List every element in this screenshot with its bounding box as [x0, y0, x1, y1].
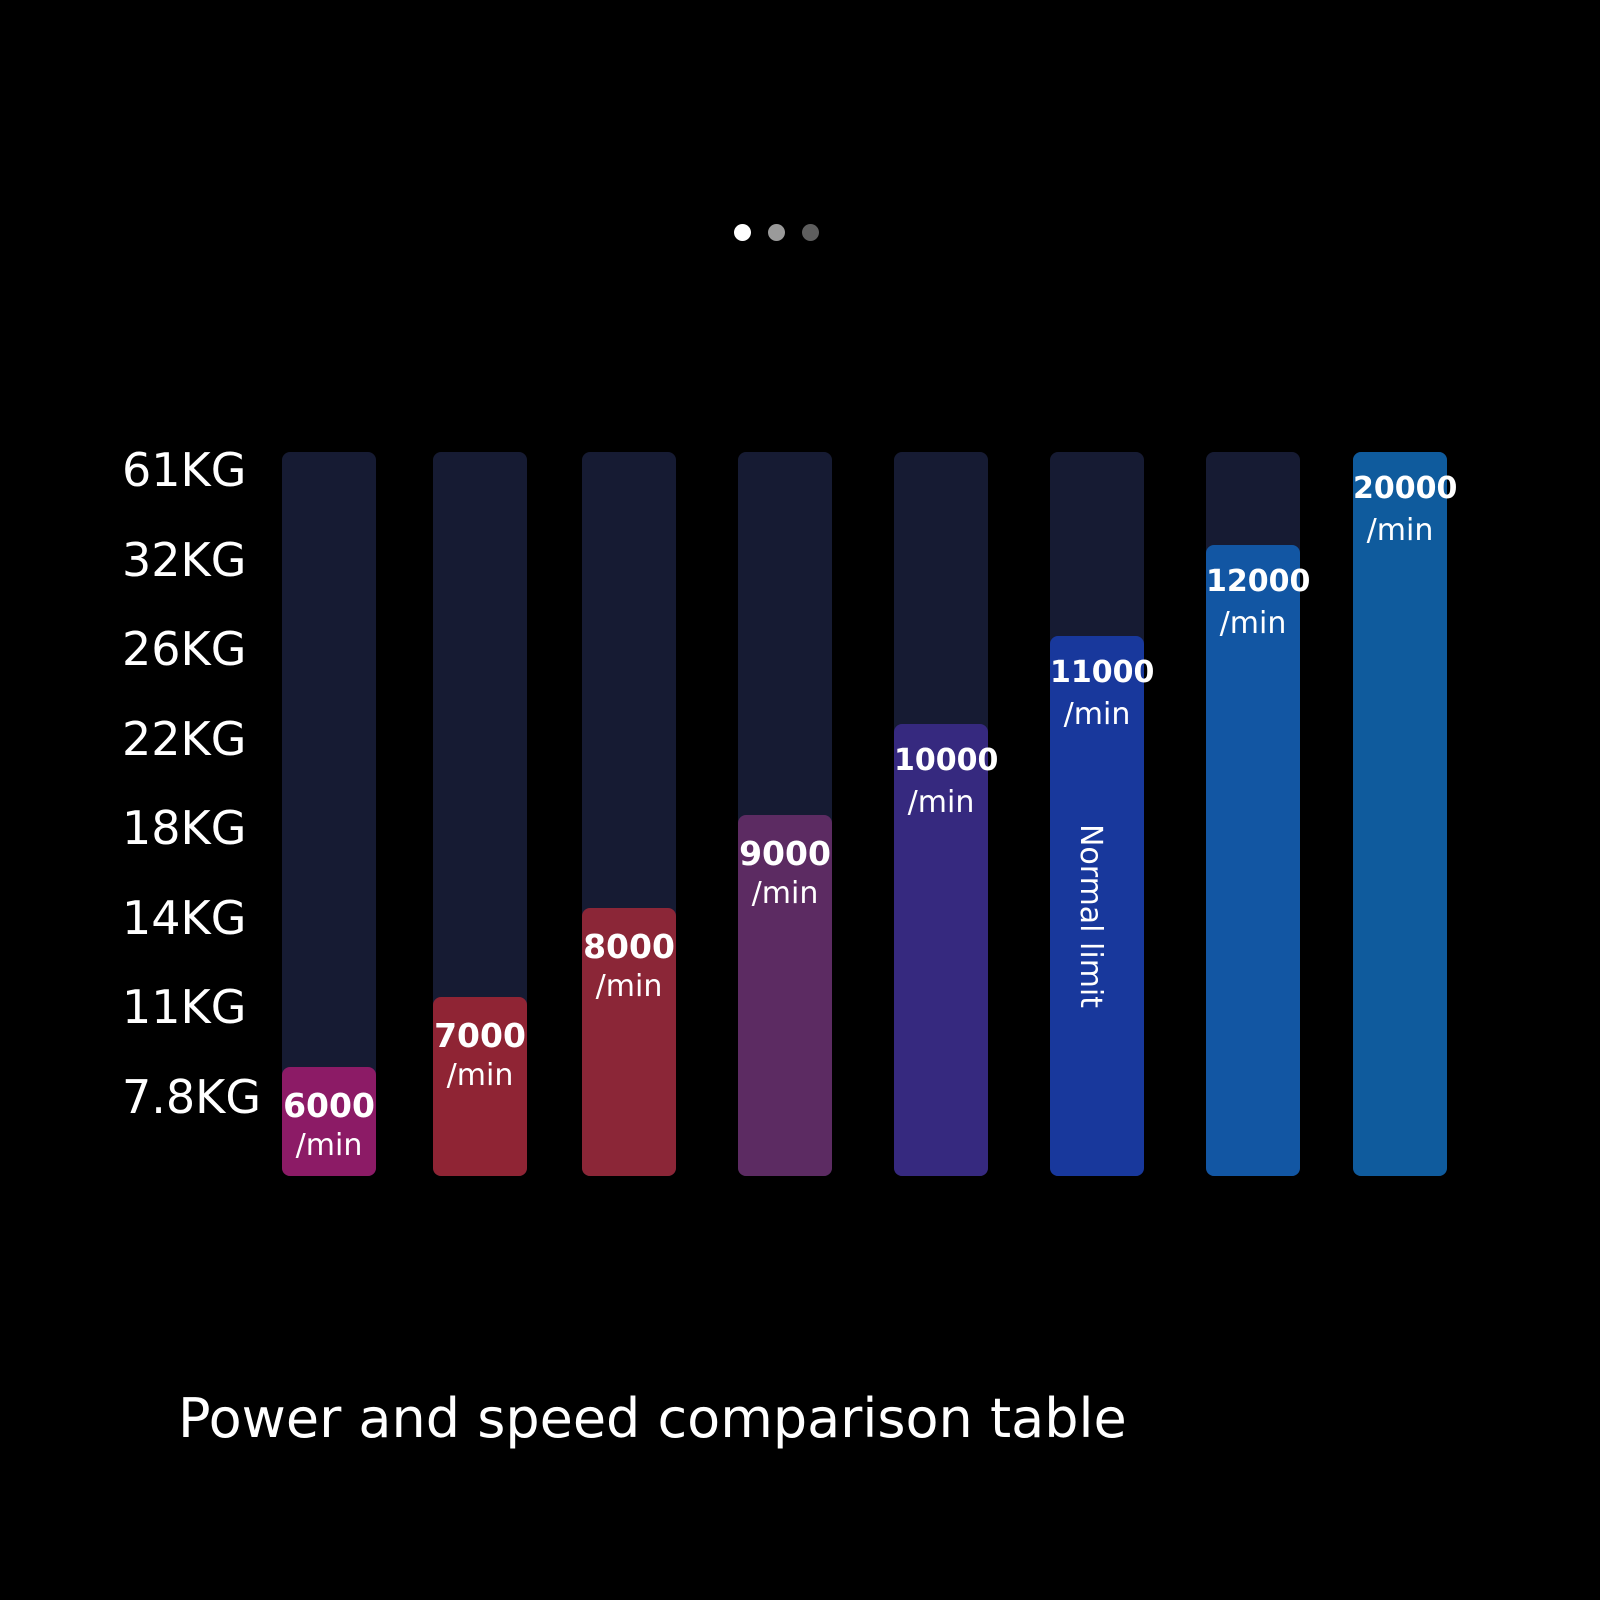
bar-unit-label: /min — [295, 1128, 363, 1164]
y-tick-label: 61KG — [122, 443, 247, 497]
bar-unit-label: /min — [751, 875, 819, 911]
y-tick-label: 26KG — [122, 622, 247, 676]
bar — [738, 814, 832, 1176]
normal-limit-label: Normal limit — [1073, 823, 1108, 1009]
bar-value-label: 10000 — [894, 743, 999, 779]
bar-unit-label: /min — [1366, 513, 1434, 548]
bar-value-label: 20000 — [1353, 471, 1458, 506]
bar-track — [282, 452, 376, 1176]
bar — [282, 1067, 376, 1176]
bar — [894, 724, 988, 1176]
pager-dot-1[interactable] — [734, 224, 751, 241]
bar-value-label: 11000 — [1050, 654, 1155, 690]
y-tick-label: 32KG — [122, 532, 247, 587]
bar-value-label: 7000 — [434, 1016, 526, 1056]
bar-value-label: 12000 — [1206, 564, 1311, 600]
bar-unit-label: /min — [1219, 606, 1287, 642]
pager-dot-3[interactable] — [802, 224, 819, 241]
bar-value-label: 9000 — [739, 833, 831, 873]
bar — [1206, 545, 1300, 1176]
bar-value-label: 8000 — [583, 927, 675, 967]
bar — [433, 997, 527, 1176]
pager-dots — [734, 224, 819, 241]
pager-dot-2[interactable] — [768, 224, 785, 241]
bar-unit-label: /min — [446, 1058, 514, 1094]
bar-unit-label: /min — [907, 785, 975, 821]
y-tick-label: 22KG — [122, 711, 247, 766]
bar-chart: 6000/min 7000/min 8000/min 9000/min 10000/mi… — [282, 452, 1458, 1176]
bar — [1353, 452, 1447, 1176]
y-tick-label: 18KG — [122, 801, 247, 855]
chart-caption: Power and speed comparison table — [178, 1387, 1127, 1450]
bar-value-label: 6000 — [283, 1086, 375, 1126]
y-tick-label: 11KG — [122, 980, 247, 1034]
bar-unit-label: /min — [1063, 696, 1131, 732]
y-tick-label: 7.8KG — [122, 1069, 261, 1124]
bar — [582, 908, 676, 1176]
bar-unit-label: /min — [595, 969, 663, 1005]
bar — [1050, 635, 1144, 1176]
y-tick-label: 14KG — [122, 890, 247, 945]
